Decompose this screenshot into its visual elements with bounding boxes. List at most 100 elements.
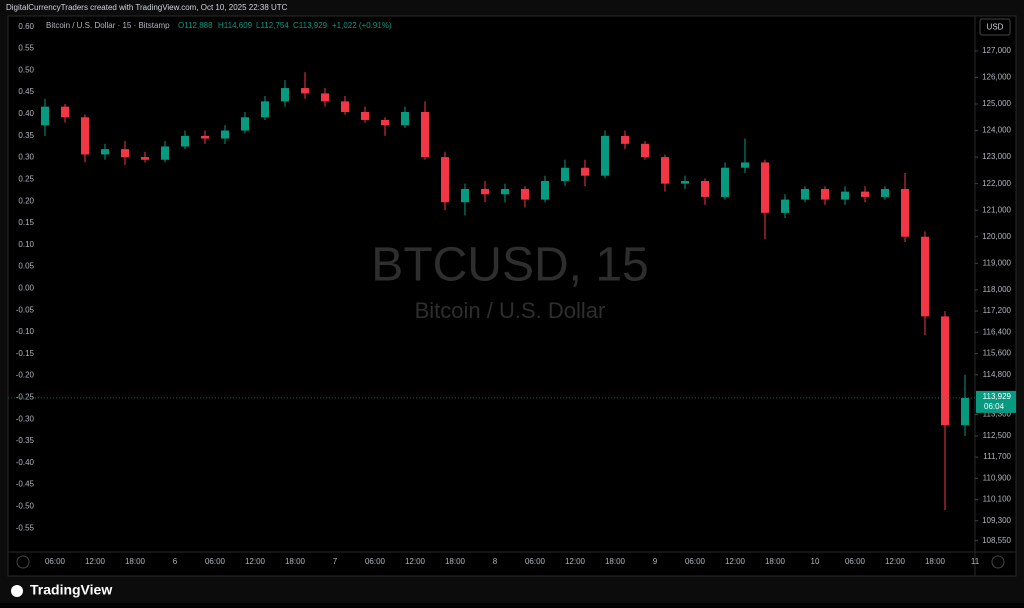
x-tick-label: 18:00 xyxy=(125,557,146,566)
candle-body xyxy=(61,106,69,118)
logo-icon xyxy=(11,585,23,597)
y-tick-label: -0.15 xyxy=(16,349,35,358)
y-tick-label: 0.00 xyxy=(18,283,34,292)
candle-body xyxy=(621,135,629,144)
candle-body xyxy=(721,167,729,197)
candle-body xyxy=(661,157,669,184)
x-tick-label: 12:00 xyxy=(885,557,906,566)
x-tick-label: 12:00 xyxy=(725,557,746,566)
x-tick-label: 18:00 xyxy=(285,557,306,566)
candle-body xyxy=(761,162,769,213)
y2-tick-label: 119,000 xyxy=(983,258,1012,267)
y2-tick-label: 115,600 xyxy=(983,349,1012,358)
candle-body xyxy=(381,119,389,126)
y2-tick-label: 118,000 xyxy=(983,285,1012,294)
y2-tick-label: 108,550 xyxy=(982,536,1011,545)
candle-body xyxy=(261,101,269,118)
y-tick-label: 0.20 xyxy=(18,196,34,205)
candle-body xyxy=(341,101,349,112)
branding: TradingView xyxy=(30,582,112,598)
candle-body xyxy=(561,167,569,181)
y2-tick-label: 124,000 xyxy=(982,126,1011,135)
candle-body xyxy=(601,135,609,176)
candle-body xyxy=(701,180,709,197)
auto-scale-icon[interactable] xyxy=(991,555,1005,569)
candle-body xyxy=(461,188,469,203)
candle-body xyxy=(121,149,129,158)
candle-body xyxy=(301,88,309,94)
credit: DigitalCurrencyTraders created with Trad… xyxy=(6,3,288,12)
candle-body xyxy=(841,191,849,200)
y-tick-label: 0.45 xyxy=(18,87,34,96)
x-tick-label: 06:00 xyxy=(45,557,66,566)
y-tick-label: 0.15 xyxy=(18,218,34,227)
candle-body xyxy=(501,188,509,195)
candle-body xyxy=(221,130,229,139)
candle-body xyxy=(441,157,449,203)
y-tick-label: -0.05 xyxy=(16,305,35,314)
x-tick-label: 18:00 xyxy=(765,557,786,566)
y-tick-label: 0.25 xyxy=(18,174,34,183)
y-tick-label: 0.60 xyxy=(18,22,34,31)
candle-body xyxy=(401,111,409,126)
y-tick-label: -0.30 xyxy=(16,414,35,423)
candle-body xyxy=(921,236,929,317)
y-tick-label: 0.35 xyxy=(18,131,34,140)
y2-tick-label: 109,300 xyxy=(982,516,1011,525)
x-tick-label: 06:00 xyxy=(205,557,226,566)
last-price-tag xyxy=(976,390,1016,413)
candle-body xyxy=(161,146,169,160)
candle-body xyxy=(81,117,89,155)
x-tick-label: 18:00 xyxy=(445,557,466,566)
zoom-icon[interactable] xyxy=(16,555,30,569)
y-tick-label: -0.10 xyxy=(16,327,35,336)
y-tick-label: -0.40 xyxy=(16,458,35,467)
y-tick-label: -0.35 xyxy=(16,436,35,445)
y2-tick-label: 123,000 xyxy=(982,152,1011,161)
x-tick-label: 12:00 xyxy=(565,557,586,566)
y-tick-label: 0.55 xyxy=(18,44,34,53)
x-tick-label: 06:00 xyxy=(525,557,546,566)
candle-body xyxy=(941,316,949,426)
x-tick-label: 18:00 xyxy=(925,557,946,566)
currency[interactable]: USD xyxy=(987,23,1004,32)
y-tick-label: 0.10 xyxy=(18,240,34,249)
legend-close: C113,929 xyxy=(293,21,328,30)
candle-body xyxy=(861,191,869,197)
y-tick-label: 0.50 xyxy=(18,65,34,74)
candle-body xyxy=(101,149,109,155)
legend-open: O112,888 xyxy=(178,21,213,30)
y2-tick-label: 127,000 xyxy=(982,46,1011,55)
x-tick-label: 10 xyxy=(811,557,820,566)
y2-tick-label: 125,000 xyxy=(982,99,1011,108)
x-tick-label: 12:00 xyxy=(245,557,266,566)
candle-body xyxy=(201,135,209,139)
watermark-subtitle: Bitcoin / U.S. Dollar xyxy=(415,298,606,323)
legend-high: H114,609 xyxy=(218,21,253,30)
x-tick-label: 12:00 xyxy=(85,557,106,566)
chart-frame xyxy=(7,15,1017,577)
candle-body xyxy=(901,188,909,237)
y-tick-label: -0.45 xyxy=(16,480,35,489)
currency-button[interactable] xyxy=(979,18,1011,36)
y-tick-label: -0.50 xyxy=(16,502,35,511)
y2-tick-label: 111,700 xyxy=(983,452,1011,461)
candle-body xyxy=(641,143,649,158)
y2-tick-label: 110,100 xyxy=(983,495,1012,504)
candle-body xyxy=(541,180,549,200)
candle-body xyxy=(781,199,789,213)
y-tick-label: -0.20 xyxy=(16,371,35,380)
candle-body xyxy=(361,111,369,120)
candle-body xyxy=(421,111,429,158)
x-tick-label: 06:00 xyxy=(685,557,706,566)
candle-body xyxy=(741,162,749,168)
candle-body xyxy=(801,188,809,200)
y-tick-label: 0.30 xyxy=(18,153,34,162)
countdown: 06:04 xyxy=(984,402,1005,411)
y2-tick-label: 112,500 xyxy=(983,431,1012,440)
y2-tick-label: 117,200 xyxy=(983,306,1012,315)
y2-tick-label: 113,300 xyxy=(983,410,1012,419)
legend-change: +1,022 (+0.91%) xyxy=(332,21,392,30)
legend-low: L112,754 xyxy=(256,21,289,30)
